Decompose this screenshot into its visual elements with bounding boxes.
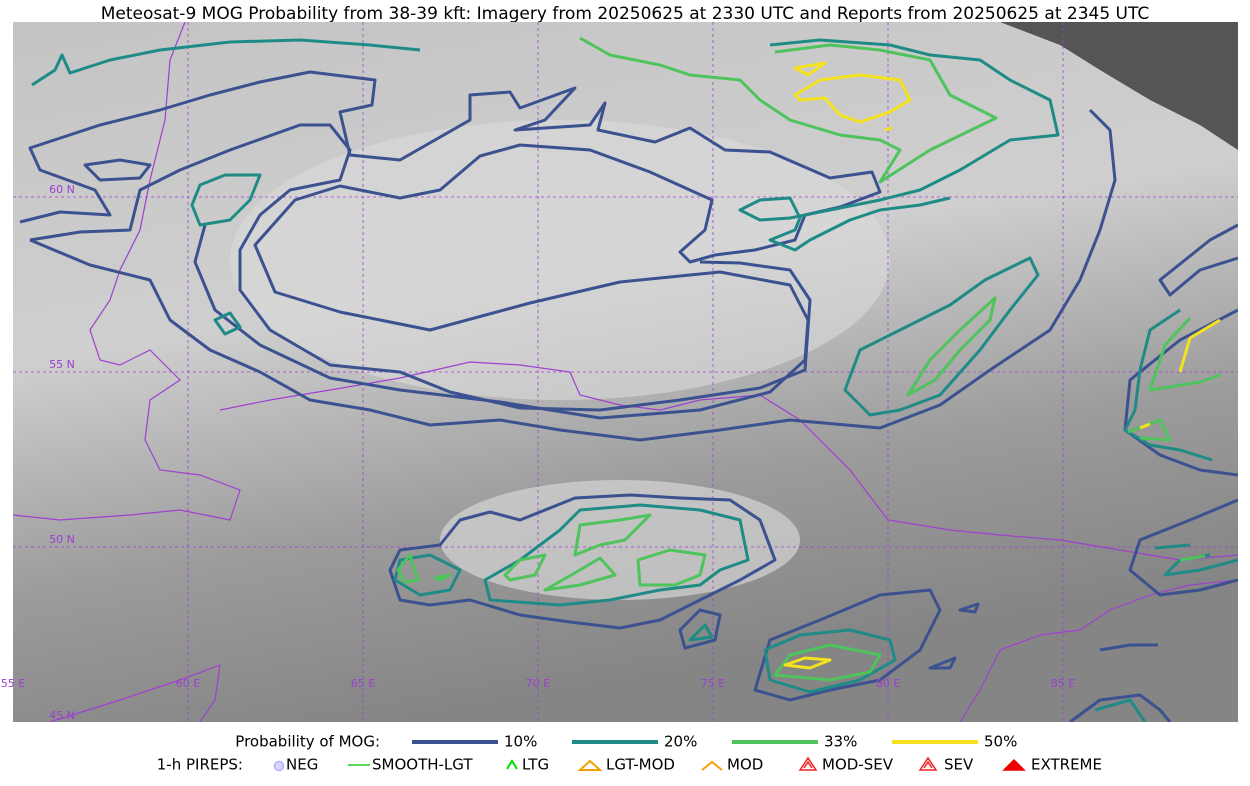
pirep-legend-entry: NEG [286, 756, 318, 774]
grid [13, 22, 1238, 722]
longitude-label: 75 E [701, 677, 725, 690]
longitude-labels: 55 E 60 E 65 E 70 E 75 E 80 E 85 E [1, 677, 1075, 690]
contours [19, 36, 1238, 722]
longitude-label: 70 E [526, 677, 550, 690]
latitude-labels: 60 N 55 N 50 N 45 N [49, 183, 75, 722]
legend-entry: 50% [984, 733, 1017, 751]
pirep-symbols [273, 756, 1026, 772]
latitude-label: 50 N [49, 533, 75, 546]
pireps-legend-label: 1-h PIREPS: [157, 756, 243, 774]
longitude-label: 55 E [1, 677, 25, 690]
map [13, 22, 1238, 722]
legend: Probability of MOG: 1-h PIREPS: 10% 20% 33… [157, 733, 1102, 774]
longitude-label: 85 E [1051, 677, 1075, 690]
longitude-label: 80 E [876, 677, 900, 690]
longitude-label: 60 E [176, 677, 200, 690]
borders [13, 22, 1238, 722]
legend-entry: 10% [504, 733, 537, 751]
latitude-label: 60 N [49, 183, 75, 196]
no-data-region [1000, 22, 1238, 150]
probability-legend-label: Probability of MOG: [235, 733, 380, 751]
pirep-legend-entry: LTG [522, 756, 549, 774]
legend-entry: 20% [664, 733, 697, 751]
pirep-legend-entry: SEV [944, 756, 974, 774]
title: Meteosat-9 MOG Probability from 38-39 kf… [101, 4, 1150, 24]
pirep-legend-entry: LGT-MOD [606, 756, 675, 774]
latitude-label: 55 N [49, 358, 75, 371]
pirep-legend-entry: EXTREME [1031, 756, 1102, 774]
pirep-legend-entry: MOD-SEV [822, 756, 894, 774]
pirep-legend-entry: SMOOTH-LGT [372, 756, 473, 774]
legend-entry: 33% [824, 733, 857, 751]
longitude-label: 65 E [351, 677, 375, 690]
latitude-label: 45 N [49, 709, 75, 722]
pirep-legend-entry: MOD [727, 756, 763, 774]
